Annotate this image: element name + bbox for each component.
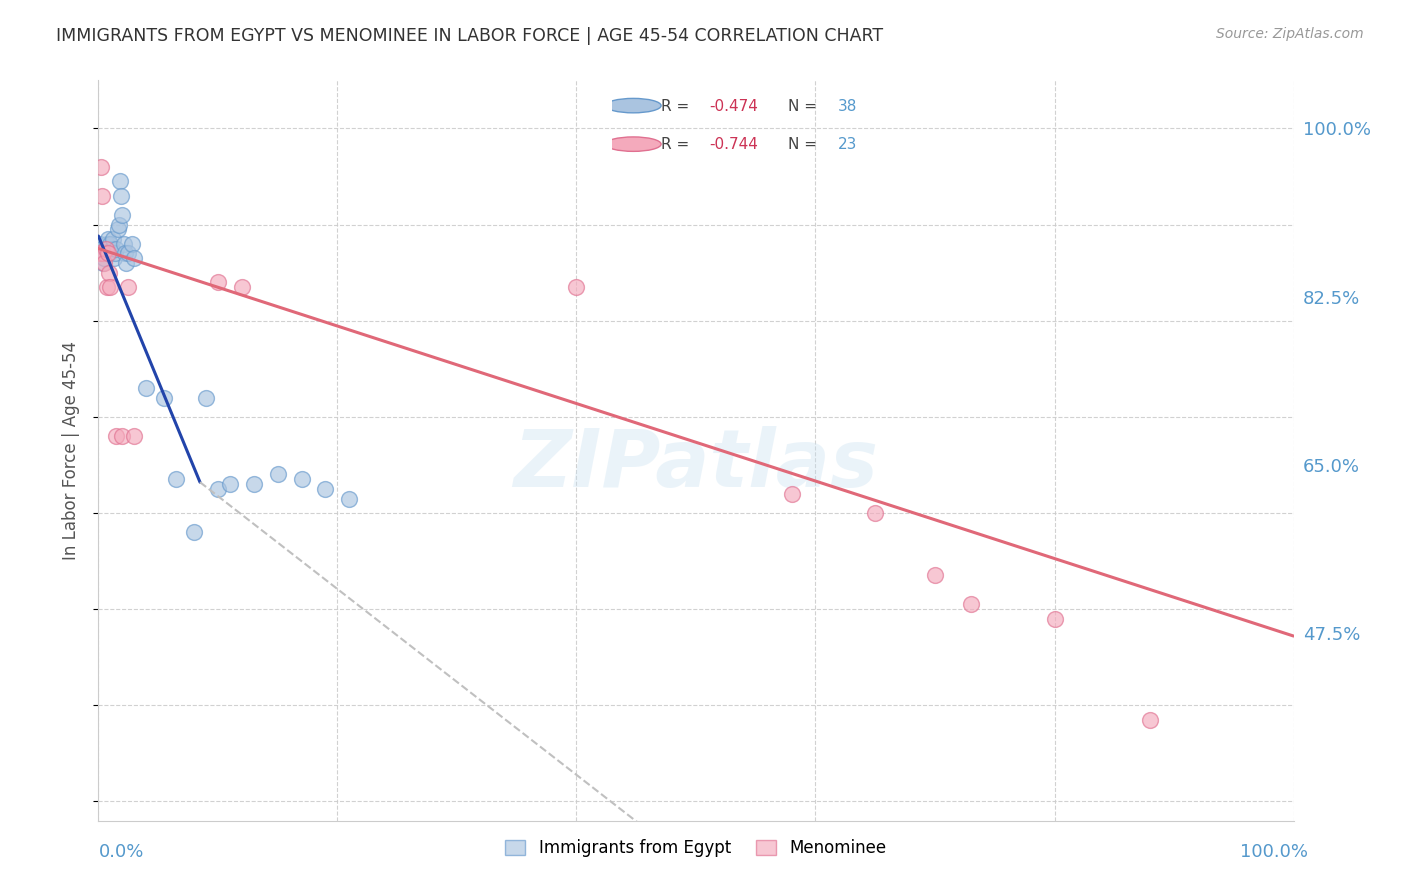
Point <box>96 236 118 251</box>
Point <box>115 256 138 270</box>
Point <box>111 429 134 443</box>
Point <box>96 280 118 294</box>
Point <box>112 236 135 251</box>
Point <box>135 381 157 395</box>
Text: Source: ZipAtlas.com: Source: ZipAtlas.com <box>1216 27 1364 41</box>
Point <box>111 208 134 222</box>
Point <box>89 246 111 260</box>
Legend: Immigrants from Egypt, Menominee: Immigrants from Egypt, Menominee <box>499 833 893 864</box>
Text: N =: N = <box>787 137 821 153</box>
Point <box>91 246 114 260</box>
Point <box>924 568 946 582</box>
Point <box>93 256 115 270</box>
Point <box>207 275 229 289</box>
Point <box>98 280 122 294</box>
Point <box>1043 612 1066 626</box>
Point <box>121 236 143 251</box>
Point <box>960 597 983 611</box>
Point <box>267 467 290 482</box>
Point <box>91 246 114 260</box>
Point <box>90 242 112 256</box>
Point <box>94 242 117 256</box>
Circle shape <box>606 137 661 152</box>
Text: -0.474: -0.474 <box>709 99 758 114</box>
Point <box>98 266 121 280</box>
Circle shape <box>606 98 661 113</box>
Y-axis label: In Labor Force | Age 45-54: In Labor Force | Age 45-54 <box>62 341 80 560</box>
Point <box>117 246 139 260</box>
Point <box>98 246 121 260</box>
Point <box>108 174 131 188</box>
Text: R =: R = <box>661 137 695 153</box>
Point <box>780 487 803 501</box>
Point <box>117 280 139 294</box>
Point <box>97 232 120 246</box>
Point <box>91 256 114 270</box>
Point <box>101 232 124 246</box>
Point <box>105 429 128 443</box>
Text: 0.0%: 0.0% <box>98 843 143 861</box>
Point <box>107 218 129 232</box>
Point <box>97 246 120 260</box>
Point <box>124 429 146 443</box>
Point <box>1139 713 1161 727</box>
Point <box>89 236 111 251</box>
Text: 23: 23 <box>838 137 856 153</box>
Point <box>124 251 146 265</box>
Point <box>207 482 229 496</box>
Point <box>110 188 132 202</box>
Text: -0.744: -0.744 <box>709 137 758 153</box>
Point <box>107 222 129 236</box>
Point <box>105 242 128 256</box>
Point <box>91 188 114 202</box>
Point <box>183 525 205 540</box>
Point <box>865 506 887 520</box>
Point <box>153 391 176 405</box>
Point <box>195 391 218 405</box>
Point <box>243 477 266 491</box>
Text: N =: N = <box>787 99 821 114</box>
Point <box>565 280 588 294</box>
Point <box>231 280 253 294</box>
Point <box>104 246 127 260</box>
Text: 100.0%: 100.0% <box>1240 843 1308 861</box>
Point <box>219 477 242 491</box>
Point <box>165 472 187 486</box>
Point <box>339 491 361 506</box>
Text: ZIPatlas: ZIPatlas <box>513 426 879 504</box>
Point <box>93 251 115 265</box>
Point <box>103 251 125 265</box>
Point <box>315 482 337 496</box>
Text: R =: R = <box>661 99 695 114</box>
Point <box>98 236 122 251</box>
Point <box>100 242 122 256</box>
Point <box>90 160 112 174</box>
Point <box>114 246 136 260</box>
Text: IMMIGRANTS FROM EGYPT VS MENOMINEE IN LABOR FORCE | AGE 45-54 CORRELATION CHART: IMMIGRANTS FROM EGYPT VS MENOMINEE IN LA… <box>56 27 883 45</box>
Point <box>291 472 314 486</box>
Text: 38: 38 <box>838 99 856 114</box>
Point <box>94 242 117 256</box>
